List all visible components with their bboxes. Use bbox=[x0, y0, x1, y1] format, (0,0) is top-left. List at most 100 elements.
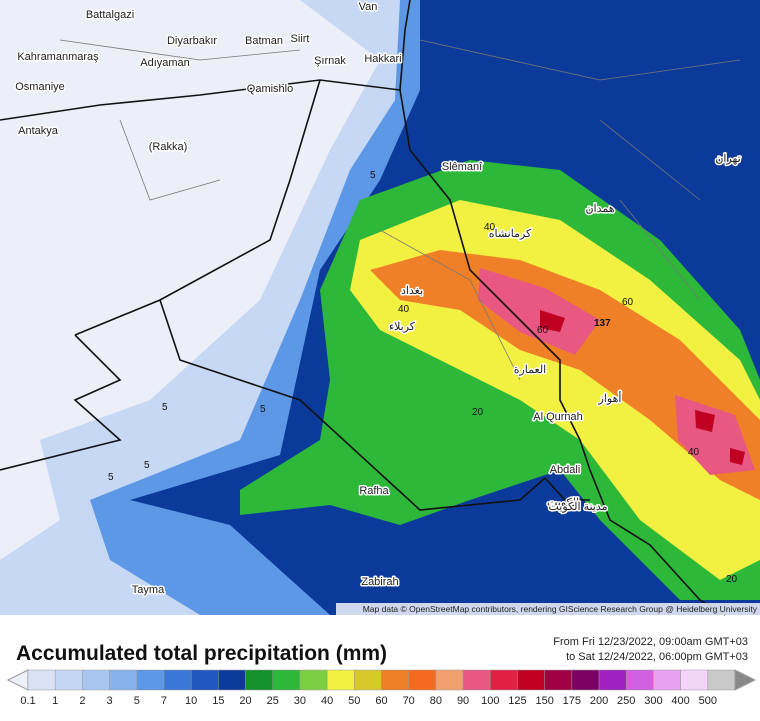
place-label: Abdali bbox=[550, 464, 581, 476]
contour-label: 5 bbox=[162, 402, 168, 413]
colorbar-arrow bbox=[6, 669, 29, 691]
legend-from: From Fri 12/23/2022, 09:00am GMT+03 bbox=[553, 636, 748, 648]
attribution: Map data © OpenStreetMap contributors, r… bbox=[363, 604, 758, 614]
colorbar-label: 1 bbox=[52, 695, 58, 707]
colorbar-box bbox=[272, 669, 301, 691]
colorbar-box bbox=[190, 669, 219, 691]
place-label: Diyarbakır bbox=[167, 35, 217, 47]
colorbar-label: 15 bbox=[212, 695, 224, 707]
place-label: أهواز bbox=[598, 391, 622, 405]
legend: Accumulated total precipitation (mm) Fro… bbox=[6, 636, 757, 707]
border bbox=[0, 334, 122, 471]
colorbar-label: 90 bbox=[457, 695, 469, 707]
contour-label: 40 bbox=[398, 304, 410, 315]
place-label: Qamishlo bbox=[247, 83, 293, 95]
colorbar-box bbox=[381, 669, 409, 691]
place-label: همدان bbox=[585, 203, 614, 215]
colorbar-box bbox=[707, 669, 736, 691]
place-label: Tayma bbox=[132, 584, 165, 596]
colorbar-box bbox=[218, 669, 246, 691]
colorbar-box bbox=[245, 669, 273, 691]
rain-area bbox=[540, 310, 745, 465]
colorbar-label: 50 bbox=[348, 695, 360, 707]
place-label: Battalgazi bbox=[86, 9, 134, 21]
colorbar-box bbox=[109, 669, 138, 691]
colorbar-box bbox=[490, 669, 518, 691]
rain-area bbox=[370, 250, 760, 500]
colorbar-label: 125 bbox=[508, 695, 526, 707]
place-label: Osmaniye bbox=[15, 81, 65, 93]
colorbar-box bbox=[163, 669, 192, 691]
place-label: Zabirah bbox=[361, 576, 398, 588]
colorbar-box bbox=[82, 669, 110, 691]
colorbar-label: 80 bbox=[430, 695, 442, 707]
colorbar-label: 175 bbox=[563, 695, 581, 707]
colorbar-label: 2 bbox=[79, 695, 85, 707]
place-label: مدينة الكويت bbox=[548, 501, 607, 513]
contour-label: 20 bbox=[472, 407, 484, 418]
place-label: Şırnak bbox=[314, 55, 346, 67]
contour-label: 5 bbox=[370, 170, 376, 181]
colorbar-label: 70 bbox=[403, 695, 415, 707]
colorbar-label: 200 bbox=[590, 695, 608, 707]
contour-label: 5 bbox=[108, 472, 114, 483]
colorbar-box bbox=[408, 669, 437, 691]
contour-label: 137 bbox=[594, 318, 611, 329]
place-label: Antakya bbox=[18, 125, 59, 137]
colorbar-box bbox=[27, 669, 56, 691]
colorbar-label: 20 bbox=[239, 695, 251, 707]
border bbox=[74, 79, 321, 336]
colorbar-box bbox=[326, 669, 355, 691]
colorbar-label: 250 bbox=[617, 695, 635, 707]
place-label: كرمانشاه bbox=[489, 228, 532, 240]
colorbar-box bbox=[653, 669, 681, 691]
place-label: كربلاء bbox=[389, 321, 416, 333]
place-label: (Rakka) bbox=[149, 141, 188, 153]
contour-label: 60 bbox=[622, 297, 634, 308]
colorbar-label: 10 bbox=[185, 695, 197, 707]
colorbar-label: 3 bbox=[107, 695, 113, 707]
attribution-bg bbox=[336, 603, 760, 615]
contour-label: 5 bbox=[260, 404, 266, 415]
place-label: Van bbox=[359, 1, 378, 13]
place-label: Al Qurnah bbox=[533, 411, 583, 423]
colorbar-box bbox=[435, 669, 464, 691]
colorbar-label: 150 bbox=[535, 695, 553, 707]
colorbar-label: 40 bbox=[321, 695, 333, 707]
colorbar-box bbox=[680, 669, 709, 691]
border bbox=[399, 89, 591, 471]
place-label: العمارة bbox=[514, 364, 547, 376]
place-label: Siirt bbox=[291, 33, 310, 45]
place-label: Hakkari bbox=[364, 53, 401, 65]
colorbar-box bbox=[136, 669, 165, 691]
place-label: Adıyaman bbox=[140, 57, 190, 69]
colorbar-box bbox=[354, 669, 382, 691]
colorbar-label: 7 bbox=[161, 695, 167, 707]
colorbar-box bbox=[571, 669, 600, 691]
colorbar-label: 60 bbox=[375, 695, 387, 707]
colorbar-box bbox=[625, 669, 654, 691]
place-label: Batman bbox=[245, 35, 283, 47]
province-lines bbox=[59, 39, 741, 381]
colorbar-label: 300 bbox=[644, 695, 662, 707]
colorbar-box bbox=[299, 669, 328, 691]
place-label: Kahramanmaraş bbox=[17, 51, 99, 63]
colorbar-label: 500 bbox=[699, 695, 717, 707]
map: Battalgazi Van Diyarbakır Batman Siirt Kahram… bbox=[0, 0, 760, 616]
colorbar-box bbox=[54, 669, 83, 691]
colorbar-label: 100 bbox=[481, 695, 499, 707]
colorbar-box bbox=[598, 669, 627, 691]
border bbox=[159, 299, 546, 511]
place-label: الكويت bbox=[547, 497, 579, 509]
colorbar-label: 5 bbox=[134, 695, 140, 707]
contour-label: 60 bbox=[537, 325, 549, 336]
colorbar-box bbox=[517, 669, 545, 691]
colorbar-label: 400 bbox=[671, 695, 689, 707]
place-label: بغداد bbox=[401, 285, 423, 297]
colorbar-box bbox=[462, 669, 491, 691]
legend-to: to Sat 12/24/2022, 06:00pm GMT+03 bbox=[566, 651, 748, 663]
colorbar-label: 25 bbox=[267, 695, 279, 707]
contour-label: 40 bbox=[484, 222, 496, 233]
contour-label: 5 bbox=[144, 460, 150, 471]
place-label: تهران bbox=[715, 153, 740, 165]
